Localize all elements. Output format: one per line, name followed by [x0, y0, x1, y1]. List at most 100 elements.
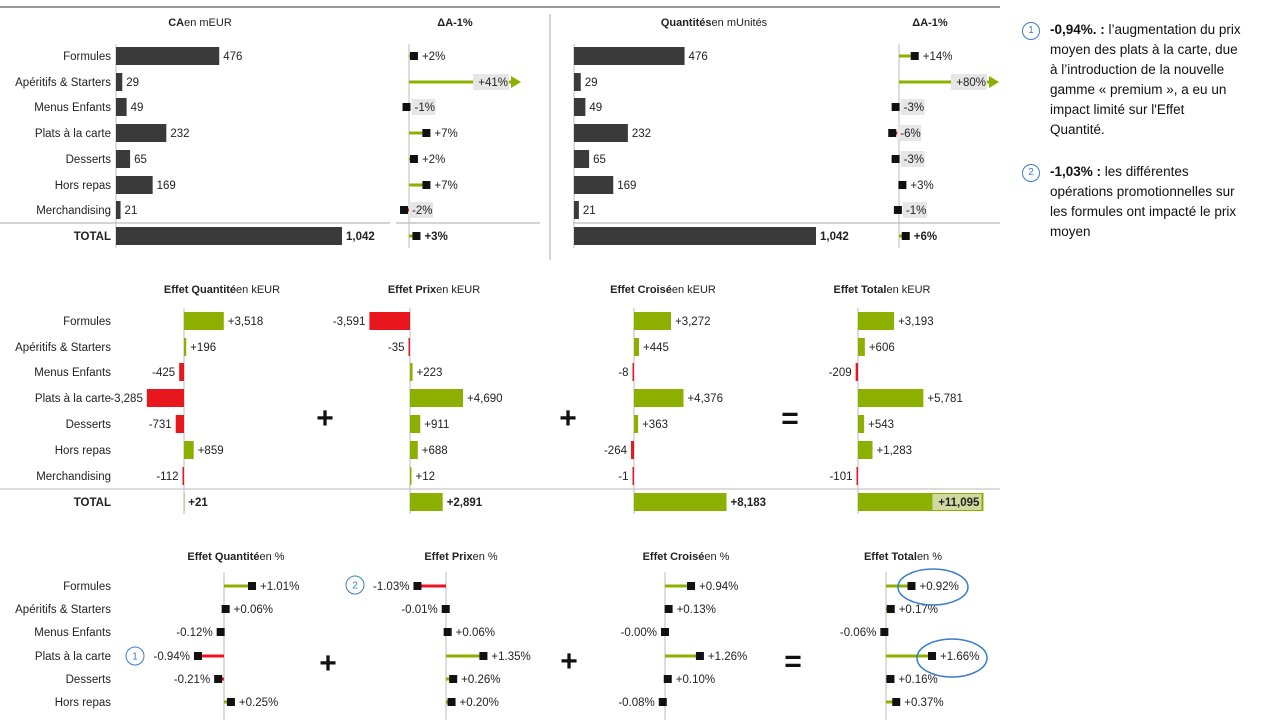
pin-head	[664, 605, 673, 613]
data-label: -35	[388, 342, 405, 354]
pin-head	[422, 129, 431, 137]
bar	[856, 467, 858, 485]
data-label: -264	[604, 445, 628, 457]
row-label: Apéritifs & Starters	[15, 604, 111, 616]
pin-head	[441, 605, 450, 613]
pin-head	[886, 605, 895, 613]
bar	[574, 47, 685, 65]
data-label: +445	[643, 342, 669, 354]
pin-head	[214, 675, 223, 683]
total-bar	[634, 493, 727, 511]
row-label: Formules	[63, 581, 111, 593]
data-label: +223	[417, 367, 443, 379]
pin-head	[891, 155, 900, 163]
total-bar	[184, 493, 185, 511]
panel-title-main: Effet Total	[864, 551, 917, 563]
panel-title-main: Effet Croisé	[643, 551, 705, 563]
data-label: -0.21%	[174, 674, 210, 686]
panel-title-unit: en kEUR	[236, 284, 280, 296]
pin-head	[402, 103, 411, 111]
data-label: +0.17%	[899, 604, 938, 616]
panel-title-unit: en %	[473, 551, 498, 563]
bar	[410, 389, 464, 407]
highlight-ellipse	[897, 568, 969, 606]
data-label: -209	[829, 367, 852, 379]
annotation-marker	[125, 646, 145, 666]
bar	[369, 312, 410, 330]
data-label: +1.01%	[260, 581, 299, 593]
data-label: +12	[416, 471, 436, 483]
data-label: +4,376	[687, 393, 723, 405]
panel-title: Effet Totalen %	[864, 551, 942, 563]
pin-head	[880, 628, 889, 636]
data-label: -1.03%	[373, 581, 409, 593]
bar	[858, 338, 865, 356]
pin-head	[226, 698, 235, 706]
data-label: +3,193	[898, 316, 934, 328]
bar	[410, 415, 421, 433]
data-label: -731	[149, 419, 172, 431]
row-label: Menus Enfants	[34, 627, 111, 639]
bar	[184, 338, 187, 356]
bar	[184, 312, 224, 330]
panel-title: Effet Prixen %	[424, 551, 498, 563]
annotation-marker-number: 2	[352, 581, 358, 592]
pin-head	[907, 582, 916, 590]
panel-title-main: Effet Quantité	[164, 284, 236, 296]
data-label: +5,781	[927, 393, 963, 405]
row-label: Hors repas	[55, 180, 111, 192]
bar	[858, 389, 924, 407]
panel-title: ΔA-1%	[912, 17, 948, 29]
bar	[408, 338, 410, 356]
pin-head	[409, 52, 418, 60]
pin-head	[901, 232, 910, 240]
total-value-label: 1,042	[820, 231, 849, 243]
data-label: -0.94%	[154, 651, 190, 663]
data-label: +3%	[910, 180, 933, 192]
pin-head	[892, 698, 901, 706]
pin-head	[400, 206, 409, 214]
pin-head	[449, 675, 458, 683]
bar	[116, 201, 121, 219]
pin-head	[891, 103, 900, 111]
bar	[574, 176, 614, 194]
pin-head	[447, 698, 456, 706]
data-label: -0.00%	[621, 627, 657, 639]
data-label: +0.37%	[904, 697, 943, 709]
row-label: Plats à la carte	[35, 128, 111, 140]
note-number-badge: 1	[1022, 22, 1040, 40]
data-label: 169	[617, 180, 636, 192]
pin-head	[886, 675, 895, 683]
data-label: 65	[134, 154, 147, 166]
label-highlight	[902, 202, 927, 218]
pin-head	[658, 698, 667, 706]
data-label: 232	[632, 128, 651, 140]
bar	[116, 47, 220, 65]
panel-title-unit: en mEUR	[184, 17, 232, 29]
data-label: +4,690	[467, 393, 503, 405]
bar	[574, 201, 579, 219]
data-label: 169	[157, 180, 176, 192]
bar	[574, 98, 586, 116]
bar	[179, 363, 184, 381]
plus-operator: +	[319, 647, 337, 680]
data-label: -1	[618, 471, 628, 483]
bar	[116, 150, 131, 168]
pin-head	[695, 652, 704, 660]
data-label: 21	[583, 205, 596, 217]
bar	[116, 73, 123, 91]
data-label: 49	[131, 102, 144, 114]
data-label: 476	[689, 51, 708, 63]
highlight-ellipse	[916, 638, 988, 678]
panel-title: Effet Quantitéen kEUR	[164, 284, 280, 296]
pin-head	[661, 628, 669, 636]
data-label: +2%	[422, 51, 445, 63]
pin-head	[193, 652, 202, 660]
plus-operator: +	[559, 402, 577, 435]
bar	[632, 363, 634, 381]
data-label: +0.20%	[460, 697, 499, 709]
label-highlight	[900, 99, 925, 115]
note-number-badge: 2	[1022, 164, 1040, 182]
data-label: +0.26%	[461, 674, 500, 686]
